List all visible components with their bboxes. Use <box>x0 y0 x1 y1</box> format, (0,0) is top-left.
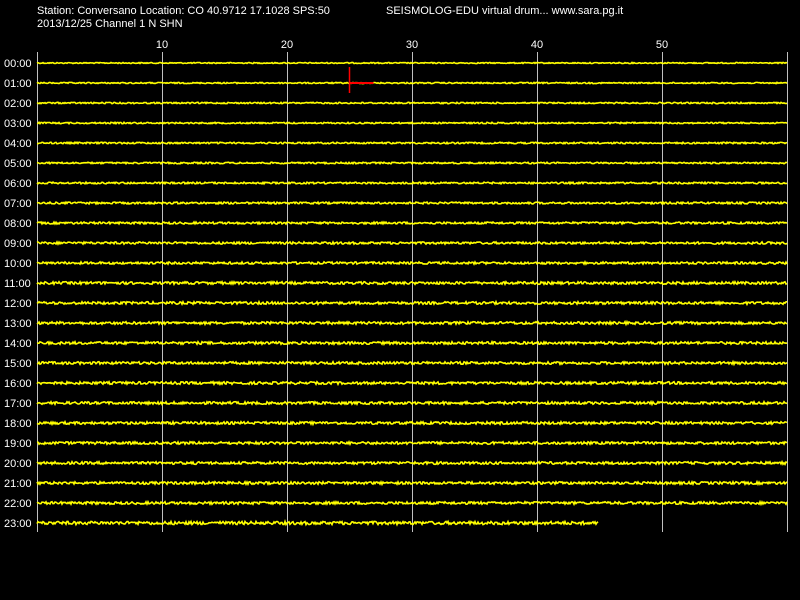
row-label: 23:00 <box>4 518 32 530</box>
row-label: 12:00 <box>4 298 32 310</box>
row-label: 17:00 <box>4 398 32 410</box>
trace-01-00 <box>36 81 788 85</box>
row-label: 08:00 <box>4 218 32 230</box>
x-tick-label: 40 <box>531 39 543 51</box>
event-marker <box>348 67 374 93</box>
trace-05-00 <box>36 160 788 166</box>
trace-02-00 <box>36 101 788 105</box>
x-tick-label: 20 <box>281 39 293 51</box>
row-label: 10:00 <box>4 258 32 270</box>
row-label: 20:00 <box>4 458 32 470</box>
row-label: 05:00 <box>4 158 32 170</box>
trace-23-00 <box>36 518 599 527</box>
trace-19-00 <box>36 439 788 447</box>
x-tick-label: 50 <box>656 39 668 51</box>
trace-00-00 <box>36 61 788 65</box>
trace-18-00 <box>36 419 788 427</box>
row-label: 13:00 <box>4 318 32 330</box>
row-label: 02:00 <box>4 98 32 110</box>
row-label: 11:00 <box>4 278 31 290</box>
row-label: 19:00 <box>4 438 32 450</box>
program-title: SEISMOLOG-EDU virtual drum... www.sara.p… <box>386 5 624 17</box>
row-label: 16:00 <box>4 378 32 390</box>
row-label: 07:00 <box>4 198 32 210</box>
row-label: 01:00 <box>4 78 32 90</box>
trace-06-00 <box>36 180 788 186</box>
row-label: 14:00 <box>4 338 32 350</box>
row-label: 21:00 <box>4 478 32 490</box>
row-label: 18:00 <box>4 418 32 430</box>
trace-15-00 <box>36 359 788 367</box>
row-label: 00:00 <box>4 58 32 70</box>
row-label: 04:00 <box>4 138 32 150</box>
trace-22-00 <box>36 499 788 507</box>
trace-20-00 <box>36 459 788 466</box>
x-tick-label: 10 <box>156 39 168 51</box>
trace-10-00 <box>36 260 788 266</box>
row-label: 03:00 <box>4 118 32 130</box>
trace-03-00 <box>36 121 788 126</box>
trace-21-00 <box>36 479 788 487</box>
row-label: 09:00 <box>4 238 32 250</box>
row-label: 06:00 <box>4 178 32 190</box>
trace-11-00 <box>36 279 788 287</box>
station-info: Station: Conversano Location: CO 40.9712… <box>37 5 330 17</box>
row-label: 15:00 <box>4 358 32 370</box>
trace-13-00 <box>36 319 788 327</box>
trace-09-00 <box>36 240 788 246</box>
date-channel-info: 2013/12/25 Channel 1 N SHN <box>37 18 183 30</box>
trace-08-00 <box>36 220 788 226</box>
trace-04-00 <box>36 140 788 146</box>
trace-12-00 <box>36 299 788 307</box>
x-tick-label: 30 <box>406 39 418 51</box>
trace-17-00 <box>36 399 788 407</box>
row-label: 22:00 <box>4 498 32 510</box>
trace-14-00 <box>36 339 788 347</box>
trace-16-00 <box>36 379 788 387</box>
trace-07-00 <box>36 200 788 206</box>
